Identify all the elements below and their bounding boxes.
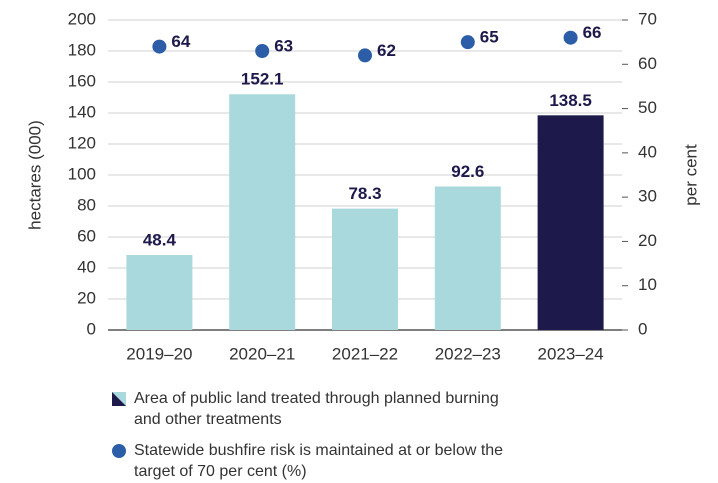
- y-tick-label: 100: [68, 164, 96, 183]
- y-tick-label: 160: [68, 71, 96, 90]
- bar: [537, 115, 604, 330]
- legend-swatch: [112, 444, 126, 458]
- bar-value-label: 138.5: [549, 91, 592, 110]
- y2-tick-label: 30: [638, 187, 657, 206]
- swatch-dot: [112, 444, 126, 458]
- y-tick-label: 0: [87, 319, 96, 338]
- y2-tick-label: 0: [638, 319, 647, 338]
- dot-value-label: 64: [171, 32, 190, 51]
- y2-tick-label: 50: [638, 98, 657, 117]
- swatch-part: [112, 392, 126, 406]
- y-tick-label: 200: [68, 9, 96, 28]
- x-tick-label: 2021–22: [332, 344, 398, 363]
- chart: hectares (000) per cent 0204060801001201…: [25, 9, 700, 363]
- bar-value-label: 48.4: [143, 230, 177, 249]
- legend-label: Area of public land treated through plan…: [134, 390, 499, 428]
- y-tick-label: 20: [77, 288, 96, 307]
- x-tick-label: 2019–20: [126, 344, 192, 363]
- dot: [255, 44, 270, 58]
- x-tick-label: 2020–21: [229, 344, 295, 363]
- dot: [358, 48, 372, 63]
- dot: [460, 35, 475, 50]
- dot: [152, 39, 167, 54]
- y2-tick-label: 10: [638, 275, 657, 294]
- bar-value-label: 152.1: [241, 70, 284, 89]
- bar: [126, 254, 193, 330]
- dot-value-label: 62: [377, 41, 396, 60]
- y-tick-label: 140: [68, 102, 96, 121]
- y-tick-label: 40: [77, 257, 96, 276]
- y-tick-label: 180: [68, 40, 96, 59]
- y-tick-label: 120: [68, 133, 96, 152]
- dot-value-label: 66: [583, 23, 602, 42]
- bar-value-label: 92.6: [451, 162, 484, 181]
- legend-swatch: [112, 392, 126, 406]
- dot: [563, 30, 578, 45]
- x-tick-label: 2023–24: [538, 344, 604, 363]
- y2-tick-label: 40: [638, 142, 657, 161]
- bar: [434, 186, 501, 330]
- bar: [332, 208, 398, 330]
- bar: [229, 94, 296, 331]
- y-axis-label: hectares (000): [25, 120, 44, 230]
- y-tick-label: 60: [77, 226, 96, 245]
- x-tick-label: 2022–23: [435, 344, 501, 363]
- y-tick-label: 80: [77, 195, 96, 214]
- bar-value-label: 78.3: [348, 184, 381, 203]
- y2-tick-label: 70: [638, 9, 657, 28]
- y2-tick-label: 20: [638, 231, 657, 250]
- legend-dot: Statewide bushfire risk is maintained at…: [112, 440, 532, 482]
- y2-axis-label: per cent: [681, 144, 700, 206]
- dot-value-label: 63: [274, 36, 293, 55]
- legend-bar: Area of public land treated through plan…: [112, 388, 532, 430]
- legend-label: Statewide bushfire risk is maintained at…: [134, 442, 504, 480]
- y2-tick-label: 60: [638, 54, 657, 73]
- dot-value-label: 65: [480, 28, 499, 47]
